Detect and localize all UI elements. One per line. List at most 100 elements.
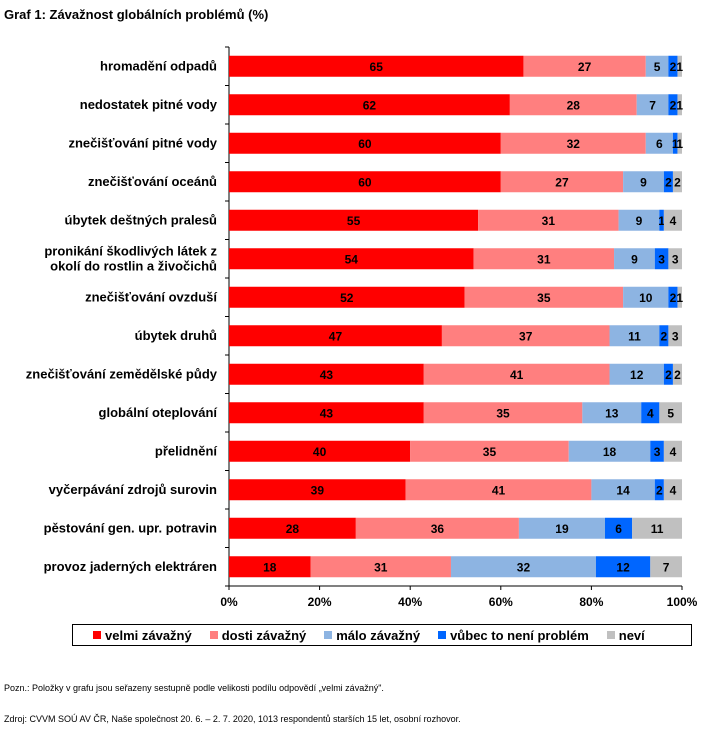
data-label: 35: [496, 406, 510, 420]
bar-segment: [677, 286, 682, 308]
bar-segment: [663, 440, 682, 462]
data-label: 32: [517, 560, 531, 574]
bar-segment: [523, 55, 646, 77]
data-label: 6: [615, 522, 622, 536]
bar-segment: [659, 209, 664, 231]
data-label: 52: [340, 291, 354, 305]
data-label: 55: [347, 214, 361, 228]
bar-segment: [355, 517, 519, 539]
bar-segment: [518, 517, 605, 539]
data-label: 12: [630, 368, 644, 382]
bar-segment: [464, 286, 624, 308]
bar-segment: [636, 94, 669, 116]
data-label: 2: [674, 175, 681, 189]
bar-segment: [423, 363, 610, 385]
bar-segment: [677, 55, 682, 77]
data-label: 18: [263, 560, 277, 574]
data-label: 4: [670, 214, 677, 228]
legend-swatch: [606, 631, 615, 639]
data-label: 60: [358, 175, 372, 189]
data-label: 13: [605, 406, 619, 420]
bar-segment: [672, 171, 682, 193]
data-label: 1: [676, 137, 683, 151]
chart-source: Zdroj: CVVM SOÚ AV ČR, Naše společnost 2…: [4, 714, 461, 724]
data-label: 4: [670, 483, 677, 497]
data-label: 6: [656, 137, 663, 151]
data-label: 39: [311, 483, 325, 497]
bar-segment: [229, 132, 501, 154]
chart-title: Graf 1: Závažnost globálních problémů (%…: [4, 7, 269, 22]
data-label: 9: [636, 214, 643, 228]
bar-segment: [668, 94, 678, 116]
bar-segment: [623, 286, 669, 308]
legend-item: dosti závažný: [209, 628, 306, 643]
category-label: vyčerpávání zdrojů surovin: [49, 482, 217, 497]
bar-segment: [645, 132, 673, 154]
data-label: 1: [658, 214, 665, 228]
data-label: 2: [674, 368, 681, 382]
bar-segment: [618, 209, 660, 231]
bar-segment: [591, 479, 655, 501]
category-label: znečišťování ovzduší: [85, 289, 217, 304]
legend-swatch: [93, 631, 101, 639]
bar-segment: [229, 94, 510, 116]
data-label: 37: [519, 329, 533, 343]
bar-segment: [650, 556, 682, 578]
data-label: 3: [672, 252, 679, 266]
bar-segment: [668, 286, 678, 308]
data-label: 11: [628, 329, 641, 343]
bar-segment: [672, 132, 678, 154]
legend-label: neví: [618, 627, 645, 643]
data-label: 31: [537, 252, 551, 266]
data-label: 7: [663, 560, 670, 574]
bar-segment: [659, 325, 669, 347]
legend-swatch: [438, 631, 447, 639]
data-label: 60: [358, 137, 372, 151]
data-label: 9: [631, 252, 638, 266]
data-label: 19: [555, 522, 569, 536]
bar-segment: [568, 440, 651, 462]
bar-segment: [473, 248, 615, 270]
data-label: 3: [672, 329, 679, 343]
bar-segment: [650, 440, 664, 462]
bar-segment: [229, 363, 424, 385]
x-tick-label: 40%: [398, 595, 422, 609]
bar-segment: [229, 286, 465, 308]
legend-item: málo závažný: [324, 628, 420, 643]
data-label: 4: [647, 406, 654, 420]
bar-segment: [659, 402, 682, 424]
bar-segment: [677, 132, 682, 154]
data-label: 35: [483, 445, 497, 459]
bar-segment: [229, 209, 479, 231]
bar-segment: [645, 55, 669, 77]
bar-segment: [441, 325, 610, 347]
data-label: 7: [649, 98, 656, 112]
bar-segment: [604, 517, 633, 539]
x-tick-label: 80%: [579, 595, 603, 609]
bar-segment: [609, 325, 660, 347]
bar-segment: [663, 171, 673, 193]
category-label: znečišťování zemědělské půdy: [26, 366, 218, 381]
data-label: 14: [616, 483, 630, 497]
data-label: 40: [313, 445, 327, 459]
data-label: 31: [542, 214, 556, 228]
bar-segment: [614, 248, 655, 270]
data-label: 47: [329, 329, 343, 343]
legend-label: vůbec to není problém: [450, 627, 589, 643]
bar-segment: [405, 479, 592, 501]
bar-segment: [229, 440, 411, 462]
bar-segment: [500, 171, 624, 193]
category-label: hromadění odpadů: [100, 58, 217, 73]
category-label: pěstování gen. upr. potravin: [44, 520, 217, 535]
legend-swatch: [324, 631, 333, 639]
data-label: 2: [670, 291, 677, 305]
category-label: okolí do rostlin a živočichů: [50, 258, 217, 273]
bar-segment: [668, 248, 682, 270]
legend-label: málo závažný: [336, 627, 421, 643]
data-label: 43: [320, 406, 334, 420]
bar-segment: [668, 55, 678, 77]
bar-segment: [677, 94, 682, 116]
bar-segment: [668, 325, 682, 347]
data-label: 2: [656, 483, 663, 497]
data-label: 43: [320, 368, 334, 382]
